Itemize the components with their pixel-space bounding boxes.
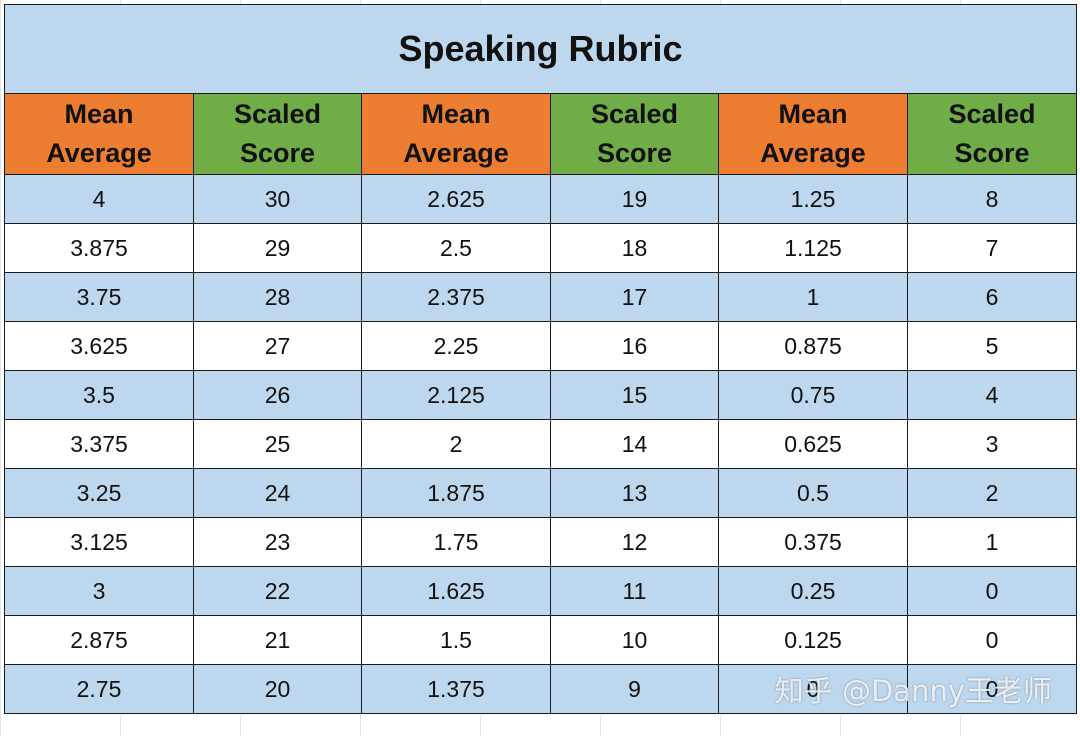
mean-average-cell: 3.625 [4,321,194,371]
mean-average-cell: 3 [4,566,194,616]
header-line-2: Average [46,138,152,168]
mean-average-cell: 0 [718,664,908,714]
mean-average-cell: 3.75 [4,272,194,322]
scaled-score-cell: 14 [550,419,719,469]
table-row: 3.875 29 2.5 18 1.125 7 [4,223,1078,273]
mean-average-cell: 0.5 [718,468,908,518]
table-row: 2.75 20 1.375 9 0 0 [4,664,1078,714]
header-mean-average: Mean Average [718,93,908,175]
header-mean-average: Mean Average [361,93,551,175]
mean-average-cell: 2.625 [361,174,551,224]
scaled-score-cell: 20 [193,664,362,714]
header-scaled-score: Scaled Score [193,93,362,175]
table-row: 3.375 25 2 14 0.625 3 [4,419,1078,469]
scaled-score-cell: 25 [193,419,362,469]
mean-average-cell: 3.125 [4,517,194,567]
table-row: 3.5 26 2.125 15 0.75 4 [4,370,1078,420]
scaled-score-cell: 16 [550,321,719,371]
mean-average-cell: 1.125 [718,223,908,273]
scaled-score-cell: 12 [550,517,719,567]
mean-average-cell: 2.375 [361,272,551,322]
table-row: 3.25 24 1.875 13 0.5 2 [4,468,1078,518]
scaled-score-cell: 17 [550,272,719,322]
scaled-score-cell: 22 [193,566,362,616]
mean-average-cell: 1.75 [361,517,551,567]
mean-average-cell: 1.25 [718,174,908,224]
mean-average-cell: 0.75 [718,370,908,420]
scaled-score-cell: 21 [193,615,362,665]
table-row: 3.125 23 1.75 12 0.375 1 [4,517,1078,567]
mean-average-cell: 2 [361,419,551,469]
mean-average-cell: 0.375 [718,517,908,567]
scaled-score-cell: 26 [193,370,362,420]
scaled-score-cell: 7 [906,223,1078,273]
scaled-score-cell: 24 [193,468,362,518]
mean-average-cell: 2.75 [4,664,194,714]
scaled-score-cell: 10 [550,615,719,665]
scaled-score-cell: 0 [906,664,1078,714]
mean-average-cell: 3.25 [4,468,194,518]
mean-average-cell: 2.5 [361,223,551,273]
mean-average-cell: 0.875 [718,321,908,371]
mean-average-cell: 0.25 [718,566,908,616]
mean-average-cell: 3.375 [4,419,194,469]
header-line-1: Mean [778,99,848,129]
scaled-score-cell: 19 [550,174,719,224]
title-row: Speaking Rubric [3,4,1078,94]
speaking-rubric-table: Speaking Rubric Mean Average Scaled Score Me… [3,4,1078,714]
mean-average-cell: 2.875 [4,615,194,665]
scaled-score-cell: 15 [550,370,719,420]
scaled-score-cell: 6 [906,272,1078,322]
scaled-score-cell: 4 [906,370,1078,420]
header-row: Mean Average Scaled Score Mean Average Scaled S… [4,93,1078,175]
mean-average-cell: 0.625 [718,419,908,469]
table-title: Speaking Rubric [3,4,1078,94]
mean-average-cell: 4 [4,174,194,224]
scaled-score-cell: 2 [906,468,1078,518]
scaled-score-cell: 28 [193,272,362,322]
mean-average-cell: 1.375 [361,664,551,714]
table-row: 3.625 27 2.25 16 0.875 5 [4,321,1078,371]
header-line-2: Score [596,138,673,168]
table-row: 2.875 21 1.5 10 0.125 0 [4,615,1078,665]
mean-average-cell: 1.625 [361,566,551,616]
table-row: 4 30 2.625 19 1.25 8 [4,174,1078,224]
mean-average-cell: 2.125 [361,370,551,420]
header-line-1: Scaled [233,99,322,129]
header-line-2: Score [239,138,316,168]
header-scaled-score: Scaled Score [906,93,1078,175]
mean-average-cell: 2.25 [361,321,551,371]
mean-average-cell: 1.5 [361,615,551,665]
mean-average-cell: 3.5 [4,370,194,420]
scaled-score-cell: 0 [906,615,1078,665]
scaled-score-cell: 30 [193,174,362,224]
mean-average-cell: 1 [718,272,908,322]
scaled-score-cell: 11 [550,566,719,616]
mean-average-cell: 3.875 [4,223,194,273]
scaled-score-cell: 18 [550,223,719,273]
header-line-2: Average [760,138,866,168]
scaled-score-cell: 3 [906,419,1078,469]
header-line-1: Mean [421,99,491,129]
header-line-1: Scaled [590,99,679,129]
table-row: 3 22 1.625 11 0.25 0 [4,566,1078,616]
scaled-score-cell: 27 [193,321,362,371]
scaled-score-cell: 23 [193,517,362,567]
scaled-score-cell: 5 [906,321,1078,371]
header-mean-average: Mean Average [4,93,194,175]
header-scaled-score: Scaled Score [550,93,719,175]
mean-average-cell: 0.125 [718,615,908,665]
header-line-2: Average [403,138,509,168]
header-line-1: Mean [64,99,134,129]
scaled-score-cell: 29 [193,223,362,273]
mean-average-cell: 1.875 [361,468,551,518]
scaled-score-cell: 8 [906,174,1078,224]
header-line-2: Score [954,138,1030,168]
scaled-score-cell: 13 [550,468,719,518]
header-line-1: Scaled [948,99,1036,129]
scaled-score-cell: 1 [906,517,1078,567]
scaled-score-cell: 0 [906,566,1078,616]
table-row: 3.75 28 2.375 17 1 6 [4,272,1078,322]
scaled-score-cell: 9 [550,664,719,714]
